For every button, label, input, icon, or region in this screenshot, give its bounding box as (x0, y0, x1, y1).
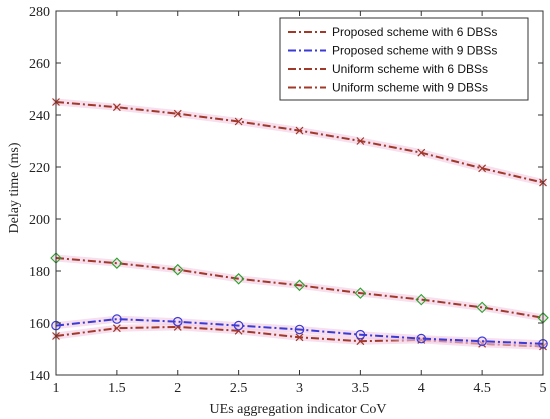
y-tick-label: 260 (29, 57, 50, 72)
series-layer (50, 98, 549, 351)
legend-label-2: Proposed scheme with 9 DBSs (332, 44, 497, 58)
x-tick-label: 2.5 (230, 381, 248, 396)
x-axis-label: UEs aggregation indicator CoV (210, 402, 387, 417)
y-tick-label: 280 (29, 5, 50, 20)
marker-diamond-6 (415, 293, 428, 306)
y-tick-label: 180 (29, 265, 50, 280)
marker-x-4 (295, 333, 304, 342)
y-tick-label: 200 (29, 213, 50, 228)
x-tick-label: 3 (296, 381, 303, 396)
marker-x-1 (112, 103, 121, 112)
legend-label-1: Proposed scheme with 6 DBSs (332, 25, 497, 39)
marker-circle-4 (294, 324, 305, 335)
x-tick-label: 1.5 (108, 381, 126, 396)
marker-diamond-1 (111, 257, 123, 269)
y-axis-label: Delay time (ms) (7, 142, 22, 233)
marker-circle-6 (416, 333, 427, 344)
ticks-layer: 1 1.5 2 2.5 3 3.5 4 4.5 5 140 160 180 200 220 240 260 28… (29, 5, 547, 396)
marker-x-2 (173, 109, 182, 118)
marker-circle-5 (355, 329, 366, 340)
series-2-line (55, 318, 544, 345)
x-tick-label: 4 (418, 381, 425, 396)
x-tick-label: 1 (53, 381, 60, 396)
series-3 (52, 98, 547, 187)
y-tick-label: 140 (29, 369, 50, 384)
legend-label-3: Uniform scheme with 6 DBSs (332, 62, 488, 76)
marker-diamond-3 (232, 273, 245, 285)
x-tick-label: 3.5 (352, 381, 370, 396)
series-2 (51, 314, 548, 349)
marker-x-1 (112, 324, 121, 333)
series-4 (50, 252, 549, 324)
marker-diamond-7 (476, 301, 488, 314)
x-tick-label: 5 (540, 381, 547, 396)
marker-circle-7 (477, 336, 487, 346)
y-tick-label: 240 (29, 109, 50, 124)
y-tick-label: 220 (29, 161, 50, 176)
marker-diamond-5 (354, 287, 367, 299)
marker-x-6 (417, 148, 426, 157)
x-tick-label: 4.5 (473, 381, 491, 396)
y-tick-label: 160 (29, 317, 50, 332)
marker-x-4 (295, 126, 304, 135)
x-tick-label: 2 (174, 381, 181, 396)
marker-x-5 (356, 137, 365, 145)
marker-circle-3 (233, 320, 244, 331)
legend: Proposed scheme with 6 DBSs Proposed sche… (279, 17, 529, 101)
legend-label-4: Uniform scheme with 9 DBSs (332, 81, 488, 95)
marker-x-3 (234, 117, 243, 126)
marker-circle-1 (112, 314, 122, 324)
marker-circle-2 (172, 316, 183, 327)
marker-diamond-4 (293, 279, 306, 292)
series-4-line (55, 257, 544, 319)
marker-x-7 (478, 164, 487, 173)
marker-diamond-2 (171, 263, 184, 276)
